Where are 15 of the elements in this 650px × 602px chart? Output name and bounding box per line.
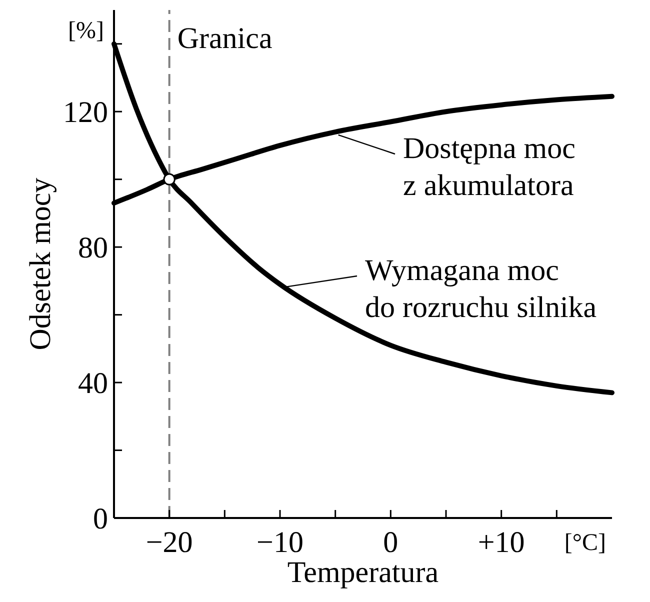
- y-tick-label: 120: [63, 96, 108, 130]
- y-tick-label: 40: [78, 367, 108, 400]
- text: [°C]: [564, 530, 606, 556]
- legend-label: Wymagana moc do rozruchu silnika: [365, 254, 597, 324]
- y-tick-label: 80: [78, 232, 108, 265]
- x-tick-label: 0: [383, 526, 398, 559]
- legend-label: Dostępna moc z akumulatora: [403, 132, 576, 202]
- x-tick-label: −10: [256, 526, 304, 559]
- text: [%]: [68, 18, 104, 44]
- x-tick-label: −20: [146, 526, 193, 559]
- x-axis-title: Temperatura: [287, 556, 439, 589]
- ref-line-label: Granica: [177, 22, 272, 55]
- y-axis-title: Odsetek mocy: [24, 178, 57, 350]
- x-tick-label: +10: [478, 526, 525, 559]
- y-tick-label: 0: [93, 502, 108, 536]
